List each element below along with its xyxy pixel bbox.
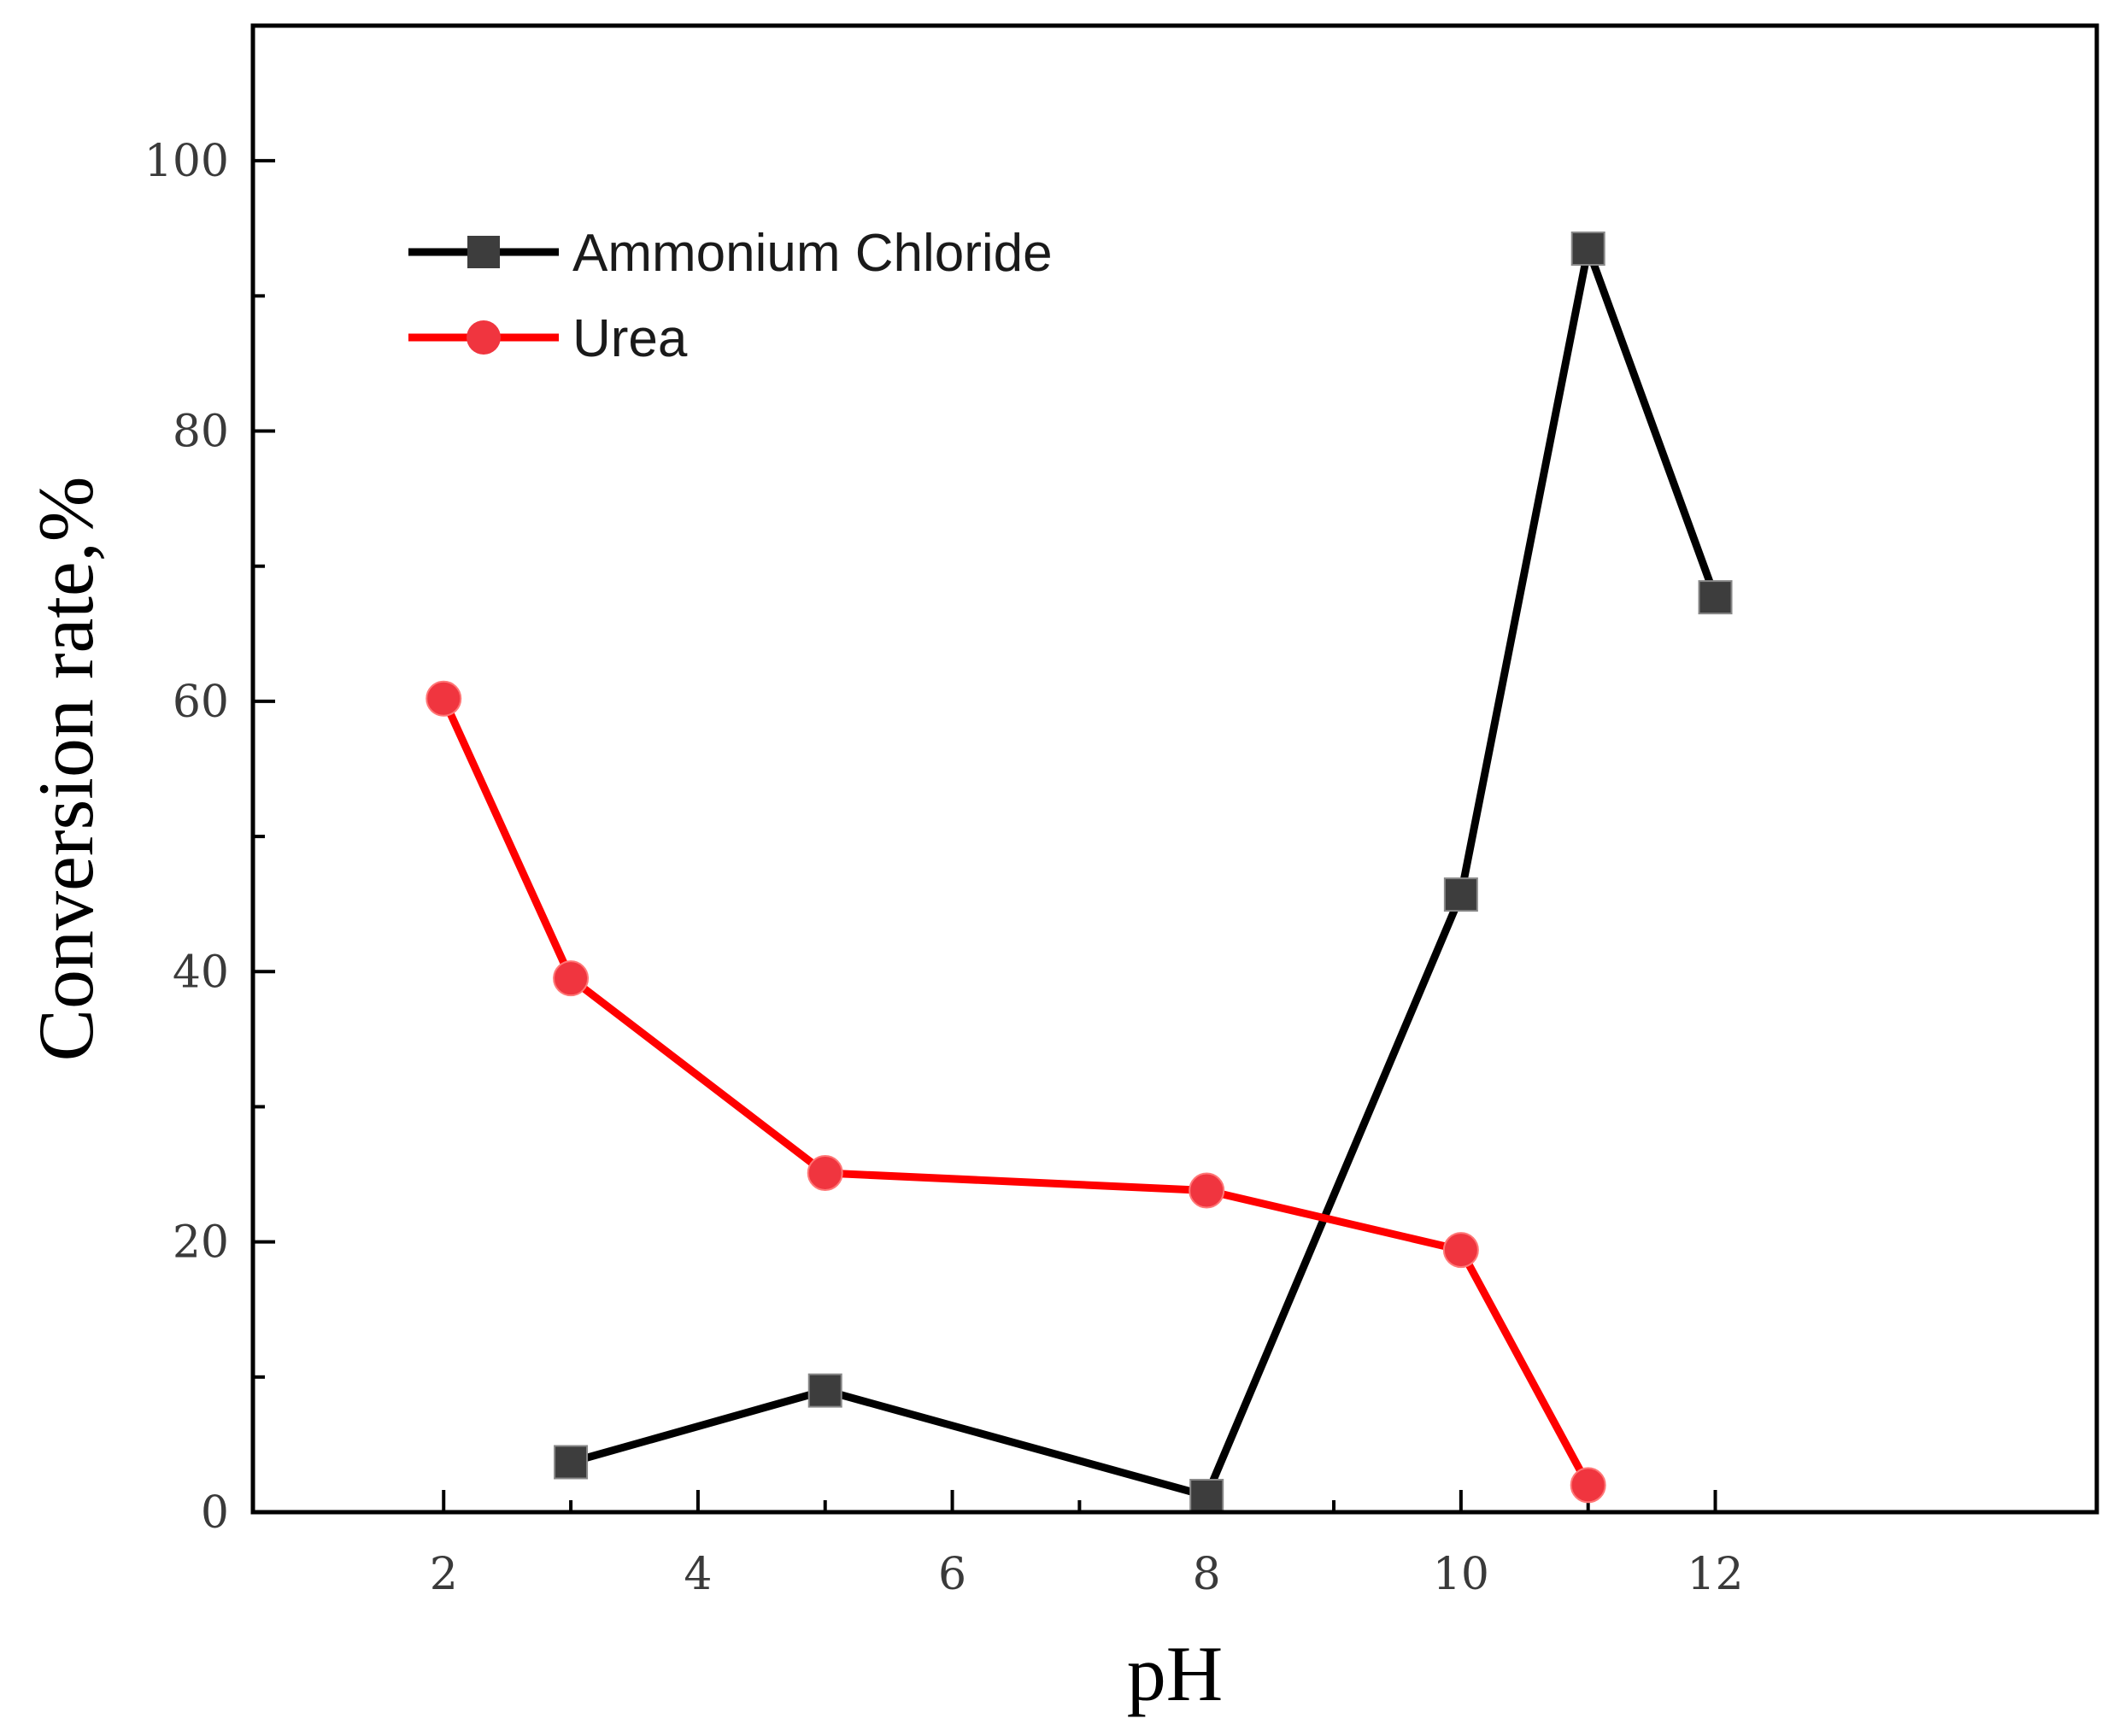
y-tick-label: 100: [144, 136, 229, 187]
legend-marker-1: [467, 320, 501, 355]
legend-label-0: Ammonium Chloride: [572, 224, 1053, 283]
series-0-point: [554, 1445, 589, 1480]
series-1-point: [1189, 1172, 1225, 1209]
ticks-layer: 2 4 6 8 10 12 0 20 40 60 80 100: [144, 136, 1744, 1600]
y-tick-label: 80: [173, 407, 229, 458]
series-line-1: [440, 696, 1592, 1487]
plot-frame: [250, 23, 2099, 1515]
x-tick-label: 6: [938, 1549, 966, 1600]
x-tick-label: 2: [430, 1549, 458, 1600]
series-layer: [426, 232, 1733, 1514]
series-1-point: [553, 960, 590, 997]
x-tick-label: 4: [684, 1549, 712, 1600]
y-axis-title: Conversion rate,%: [22, 477, 109, 1062]
series-0-point: [1189, 1479, 1224, 1514]
y-tick-label: 40: [173, 947, 229, 998]
x-axis-title: pH: [1127, 1630, 1223, 1717]
series-0-point: [1443, 877, 1478, 912]
legend-marker-0: [467, 236, 500, 268]
series-0-point: [807, 1373, 842, 1408]
x-tick-label: 12: [1687, 1549, 1743, 1600]
y-tick-label: 0: [201, 1487, 229, 1539]
series-0-point: [1570, 232, 1605, 266]
series-0-point: [1698, 580, 1733, 615]
series-1-point: [426, 680, 462, 717]
y-tick-label: 60: [173, 677, 229, 728]
series-1-point: [1570, 1467, 1606, 1504]
x-tick-label: 8: [1193, 1549, 1221, 1600]
series-1-point: [807, 1154, 843, 1191]
legend-label-1: Urea: [572, 309, 688, 368]
legend: Ammonium Chloride Urea: [408, 224, 1053, 368]
y-tick-label: 20: [173, 1217, 229, 1269]
x-tick-label: 10: [1433, 1549, 1489, 1600]
series-line-0: [569, 244, 1719, 1500]
series-1-point: [1442, 1232, 1479, 1269]
